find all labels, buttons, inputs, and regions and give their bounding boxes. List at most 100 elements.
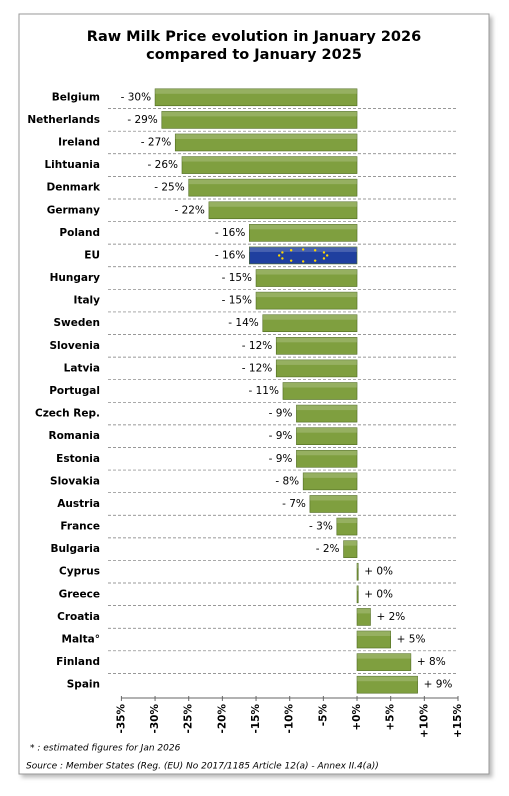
x-tick-label: +5% bbox=[385, 704, 397, 731]
bar bbox=[356, 562, 359, 581]
emblem-star bbox=[322, 251, 326, 254]
bar-shine bbox=[262, 314, 358, 320]
category-label: Sweden bbox=[54, 317, 101, 329]
emblem-star bbox=[281, 257, 284, 260]
bar bbox=[262, 314, 358, 333]
bar bbox=[356, 608, 371, 626]
emblem-star bbox=[313, 259, 317, 262]
emblem-star bbox=[301, 260, 305, 263]
category-label: Latvia bbox=[64, 362, 100, 374]
bar bbox=[309, 495, 358, 513]
value-label: - 9% bbox=[269, 408, 293, 420]
category-label: France bbox=[60, 521, 100, 533]
value-label: - 16% bbox=[215, 249, 245, 261]
chart-title: Raw Milk Price evolution in January 2026 bbox=[87, 29, 421, 45]
value-label: - 2% bbox=[316, 543, 340, 555]
bar bbox=[336, 517, 358, 536]
x-tick-label: +0% bbox=[351, 704, 363, 731]
value-label: - 14% bbox=[228, 317, 258, 329]
value-label: + 8% bbox=[417, 656, 446, 668]
footnote: Source : Member States (Reg. (EU) No 201… bbox=[26, 762, 379, 772]
category-label: Spain bbox=[67, 679, 100, 691]
bar bbox=[249, 224, 358, 242]
category-label: Portugal bbox=[49, 385, 100, 397]
category-label: Romania bbox=[49, 430, 101, 442]
bar bbox=[255, 269, 358, 287]
category-label: Poland bbox=[59, 227, 100, 239]
bar bbox=[356, 585, 359, 604]
bar-shine bbox=[336, 518, 358, 524]
bar-shine bbox=[296, 427, 358, 433]
category-label: Hungary bbox=[50, 272, 101, 284]
category-label: Estonia bbox=[56, 453, 100, 465]
value-label: - 26% bbox=[148, 159, 178, 171]
category-label: Ireland bbox=[58, 136, 100, 148]
bar bbox=[188, 178, 358, 197]
value-label: - 22% bbox=[174, 204, 204, 216]
category-label: Slovenia bbox=[49, 340, 100, 352]
category-label: Croatia bbox=[57, 611, 100, 623]
bar bbox=[296, 449, 358, 468]
category-label: EU bbox=[84, 249, 100, 261]
category-label: Belgium bbox=[52, 91, 100, 103]
value-label: - 27% bbox=[141, 136, 171, 148]
x-tick-label: -10% bbox=[284, 704, 296, 734]
x-tick-label: +10% bbox=[418, 704, 430, 738]
category-label: Austria bbox=[57, 498, 100, 510]
value-label: - 9% bbox=[269, 430, 293, 442]
bar-shine bbox=[357, 585, 359, 591]
bar bbox=[275, 337, 358, 355]
bar-shine bbox=[296, 450, 358, 456]
category-label: Germany bbox=[47, 204, 100, 216]
value-label: - 9% bbox=[269, 453, 293, 465]
bar bbox=[249, 246, 358, 265]
category-label: Cyprus bbox=[59, 566, 100, 578]
x-tick-label: +15% bbox=[452, 704, 464, 738]
bar-shine bbox=[357, 631, 391, 637]
bar bbox=[356, 675, 418, 694]
value-label: + 0% bbox=[364, 566, 393, 578]
emblem-star bbox=[289, 259, 293, 262]
category-label: Lihtuania bbox=[44, 159, 100, 171]
x-tick-label: -35% bbox=[115, 704, 127, 734]
category-label: Slovakia bbox=[50, 475, 100, 487]
emblem-star bbox=[313, 249, 317, 252]
category-label: Netherlands bbox=[27, 114, 100, 126]
bar-shine bbox=[296, 405, 358, 411]
emblem-star bbox=[301, 248, 305, 251]
value-label: - 29% bbox=[127, 114, 157, 126]
category-label: Greece bbox=[59, 588, 100, 600]
bar bbox=[154, 88, 358, 107]
bar bbox=[161, 111, 358, 129]
bar-shine bbox=[357, 653, 411, 659]
bar bbox=[356, 630, 391, 649]
bar-shine bbox=[188, 179, 358, 185]
value-label: - 11% bbox=[248, 385, 278, 397]
bar bbox=[343, 540, 358, 558]
value-label: - 15% bbox=[222, 272, 252, 284]
emblem-star bbox=[325, 254, 329, 257]
bar-shine bbox=[309, 495, 358, 501]
bar bbox=[181, 156, 358, 174]
bar-shine bbox=[155, 88, 358, 94]
category-label: Malta° bbox=[62, 634, 101, 646]
footnote: * : estimated figures for Jan 2026 bbox=[30, 744, 181, 754]
bar bbox=[174, 133, 358, 152]
category-label: Bulgaria bbox=[50, 543, 100, 555]
value-label: - 16% bbox=[215, 227, 245, 239]
value-label: - 3% bbox=[309, 521, 333, 533]
category-label: Czech Rep. bbox=[35, 408, 100, 420]
category-label: Italy bbox=[74, 295, 101, 307]
bar-shine bbox=[175, 133, 358, 139]
value-label: + 5% bbox=[397, 634, 426, 646]
bar-shine bbox=[276, 337, 358, 343]
x-tick-label: -20% bbox=[216, 704, 228, 734]
value-label: + 0% bbox=[364, 588, 393, 600]
bar-shine bbox=[256, 269, 358, 275]
value-label: - 30% bbox=[121, 91, 151, 103]
emblem-star bbox=[322, 257, 326, 260]
bar-shine bbox=[208, 201, 358, 207]
value-label: - 12% bbox=[242, 340, 272, 352]
